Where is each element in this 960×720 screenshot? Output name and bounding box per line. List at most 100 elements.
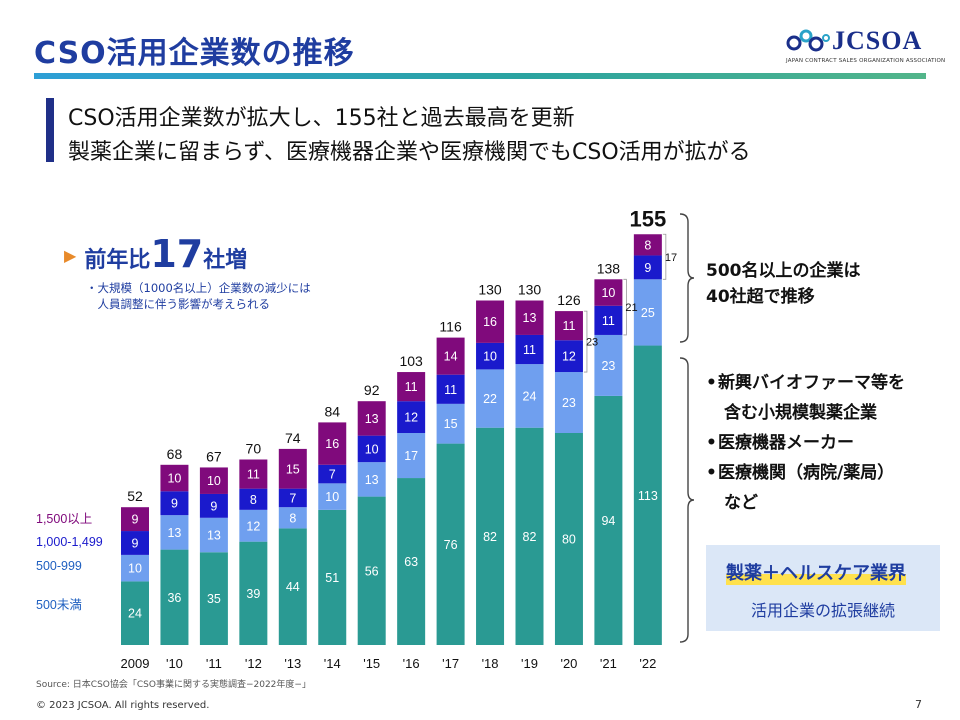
bracket-note-line-1: 500名以上の企業は xyxy=(706,261,861,281)
bullet-item-institutions: 医療機関（病院/薬局） xyxy=(706,458,905,488)
bar-value-label: 13 xyxy=(365,473,379,487)
x-tick-label: '17 xyxy=(442,656,459,671)
bar-segment xyxy=(160,491,189,516)
bar-segment xyxy=(515,334,544,365)
bar-value-label: 8 xyxy=(644,238,651,252)
bar-segment xyxy=(515,364,544,428)
bar-segment xyxy=(554,340,583,373)
bar-segment xyxy=(239,459,268,489)
bar-value-label: 22 xyxy=(483,392,497,406)
bar-value-label: 10 xyxy=(207,474,221,488)
bar-segment xyxy=(160,464,189,492)
bar-value-label: 11 xyxy=(405,380,418,394)
bar-segment xyxy=(318,422,347,465)
bar-value-label: 24 xyxy=(128,607,142,621)
bar-segment xyxy=(397,372,426,402)
bar-value-label: 56 xyxy=(365,564,379,578)
bar-total-label: 126 xyxy=(557,292,581,308)
bar-value-label: 9 xyxy=(132,513,139,527)
bar-segment xyxy=(239,541,268,645)
callout-text: 活用企業の拡張継続 xyxy=(750,601,895,620)
bar-value-label: 13 xyxy=(167,526,181,540)
bar-segment xyxy=(278,488,307,508)
source-note: Source: 日本CSO協会「CSO事業に関する実態調査−2022年度−」 xyxy=(36,680,311,690)
bar-segment xyxy=(121,554,149,582)
bar-value-label: 35 xyxy=(207,592,221,606)
bar-segment xyxy=(594,279,623,306)
logo-name: JCSOA xyxy=(832,26,923,55)
bar-total-label: 70 xyxy=(246,441,262,457)
bar-segment xyxy=(397,433,426,479)
bar-segment xyxy=(476,369,505,428)
bar-segment xyxy=(318,509,347,645)
bar-value-label: 12 xyxy=(562,350,576,364)
bar-segment xyxy=(515,427,544,645)
bar-segment xyxy=(121,507,149,532)
x-tick-label: '11 xyxy=(206,656,222,671)
legend-label: 500-999 xyxy=(36,559,82,573)
bar-value-label: 11 xyxy=(523,343,536,357)
bar-value-label: 8 xyxy=(289,511,296,525)
bar-segment xyxy=(436,337,465,375)
upper-curly-brace xyxy=(679,213,695,343)
bullet-item-biopharma-cont: 含む小規模製薬企業 xyxy=(724,403,877,423)
bullet-item-etc: など xyxy=(724,493,758,513)
x-tick-label: '12 xyxy=(245,656,262,671)
bar-segment xyxy=(239,509,268,542)
x-tick-label: '18 xyxy=(482,656,499,671)
bar-value-label: 82 xyxy=(483,530,497,544)
bar-total-label: 67 xyxy=(206,448,222,464)
yoy-callout: ▶ 前年比17社増 xyxy=(64,232,247,276)
x-tick-label: '21 xyxy=(600,656,617,671)
bar-segment xyxy=(436,443,465,645)
bar-value-label: 16 xyxy=(483,315,497,329)
bar-value-label: 13 xyxy=(365,412,379,426)
bar-total-label: 68 xyxy=(167,446,183,462)
headline-line-1: CSO活用企業数が拡大し、155社と過去最高を更新 xyxy=(68,106,575,131)
bar-value-label: 24 xyxy=(523,389,537,403)
bar-segment xyxy=(397,401,426,433)
x-tick-label: '22 xyxy=(639,656,656,671)
headline-accent-bar xyxy=(46,98,54,162)
copyright: © 2023 JCSOA. All rights reserved. xyxy=(36,700,210,711)
bar-total-label: 138 xyxy=(597,260,621,276)
yoy-prefix: 前年比 xyxy=(84,248,151,273)
bullet-list: 新興バイオファーマ等を 含む小規模製薬企業 医療機器メーカー 医療機関（病院/薬… xyxy=(706,368,905,518)
bar-value-label: 9 xyxy=(171,497,178,511)
summary-callout: 製薬＋ヘルスケア業界 活用企業の拡張継続 xyxy=(706,545,940,631)
bar-total-label: 103 xyxy=(399,353,423,369)
yoy-number: 17 xyxy=(150,232,204,276)
bar-segment xyxy=(397,478,426,645)
headline-line-2: 製薬企業に留まらず、医療機器企業や医療機関でもCSO活用が拡がる xyxy=(68,140,751,165)
bar-segment xyxy=(239,488,268,510)
bar-segment xyxy=(121,581,149,645)
bar-total-label: 130 xyxy=(478,282,502,298)
bar-segment xyxy=(160,515,189,550)
bar-segment xyxy=(121,531,149,555)
bar-segment xyxy=(318,483,347,510)
x-tick-label: '15 xyxy=(363,656,380,671)
bullet-item-devices: 医療機器メーカー xyxy=(706,428,905,458)
bar-segment xyxy=(199,493,228,518)
yoy-note: ・大規模（1000名以上）企業数の減少には 人員調整に伴う影響が考えられる xyxy=(86,280,311,312)
bar-segment xyxy=(357,401,386,436)
bar-value-label: 9 xyxy=(132,536,139,550)
bar-value-label: 23 xyxy=(601,359,615,373)
bar-value-label: 17 xyxy=(404,449,418,463)
x-tick-label: '13 xyxy=(284,656,301,671)
group-bracket-line xyxy=(662,233,667,280)
group-bracket-label: 21 xyxy=(625,302,637,314)
bar-value-label: 10 xyxy=(601,286,615,300)
bar-value-label: 12 xyxy=(404,411,418,425)
bar-value-label: 10 xyxy=(483,350,497,364)
bar-value-label: 11 xyxy=(562,319,575,333)
x-tick-label: '19 xyxy=(521,656,538,671)
yoy-note-line-1: ・大規模（1000名以上）企業数の減少には xyxy=(86,281,311,295)
bar-segment xyxy=(357,435,386,463)
x-tick-label: '20 xyxy=(560,656,577,671)
bar-segment xyxy=(278,507,307,529)
yoy-note-line-2: 人員調整に伴う影響が考えられる xyxy=(86,297,270,311)
bar-segment xyxy=(476,300,505,343)
bar-value-label: 39 xyxy=(246,587,260,601)
